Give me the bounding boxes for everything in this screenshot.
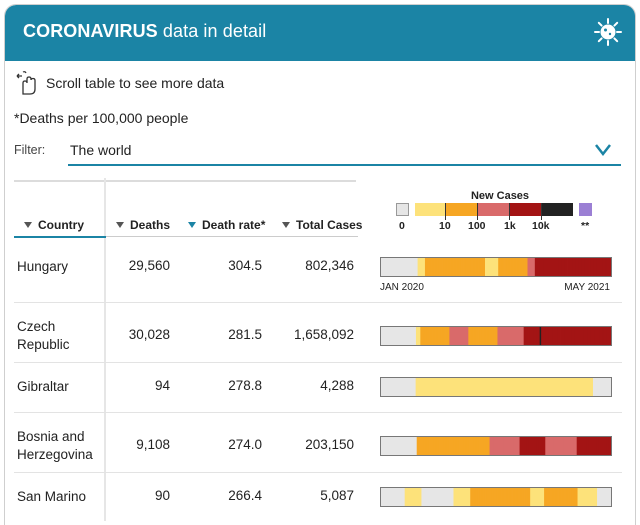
total-cases-value: 1,658,092	[293, 327, 354, 342]
deaths-value: 9,108	[136, 437, 170, 452]
country-name: Hungary	[17, 259, 69, 274]
total-cases-value: 4,288	[320, 378, 354, 393]
legend-swatch-low	[415, 203, 445, 216]
scroll-hint-text: Scroll table to see more data	[46, 75, 225, 91]
row-divider	[14, 302, 622, 303]
row-divider	[14, 362, 622, 363]
column-header-death-rate[interactable]: Death rate*	[188, 218, 265, 232]
timeline-end-label: MAY 2021	[564, 282, 610, 293]
sticky-column-divider	[104, 178, 106, 521]
swipe-hand-icon	[16, 71, 36, 95]
new-cases-strip	[380, 257, 612, 277]
total-cases-value: 5,087	[320, 488, 354, 503]
country-name: Bosnia and Herzegovina	[17, 429, 93, 462]
legend-label: **	[581, 220, 590, 232]
panel-title: CORONAVIRUS data in detail	[23, 21, 267, 41]
legend-swatch-top	[541, 203, 573, 216]
new-cases-strip	[380, 326, 612, 346]
country-name: Czech Republic	[17, 319, 70, 352]
column-header-deaths[interactable]: Deaths	[116, 218, 170, 232]
filter-dropdown[interactable]: The world	[68, 138, 621, 166]
row-divider	[14, 412, 622, 413]
legend-tick	[541, 203, 542, 220]
deaths-value: 29,560	[128, 258, 170, 273]
timeline-start-label: JAN 2020	[380, 282, 424, 293]
country-name: Gibraltar	[17, 379, 69, 394]
total-cases-value: 802,346	[305, 258, 354, 273]
virus-icon	[594, 18, 622, 46]
legend-title: New Cases	[470, 190, 530, 202]
divider	[14, 180, 104, 182]
sort-arrow-icon	[282, 222, 290, 228]
header-underline	[106, 236, 358, 237]
new-cases-strip	[380, 487, 612, 507]
legend-label: 1k	[504, 220, 516, 232]
legend-label: 100	[468, 220, 486, 232]
filter-value: The world	[70, 142, 132, 158]
header-underline	[14, 236, 106, 238]
death-rate-value: 304.5	[228, 258, 262, 273]
total-cases-value: 203,150	[305, 437, 354, 452]
divider	[106, 180, 356, 182]
legend-tick	[509, 203, 510, 220]
legend-label: 10	[439, 220, 451, 232]
deaths-value: 94	[154, 378, 170, 393]
legend-tick	[445, 203, 446, 220]
panel-header: CORONAVIRUS data in detail	[5, 5, 635, 61]
legend-swatch-na	[579, 203, 592, 216]
legend-swatch-mid	[445, 203, 477, 216]
sort-arrow-icon	[24, 222, 32, 228]
legend-label: 0	[399, 220, 405, 232]
footnote: *Deaths per 100,000 people	[14, 110, 189, 126]
legend-swatch-high	[477, 203, 509, 216]
column-header-total-cases[interactable]: Total Cases	[282, 218, 362, 232]
chevron-down-icon	[595, 144, 611, 157]
deaths-value: 30,028	[128, 327, 170, 342]
sort-arrow-icon	[188, 222, 196, 228]
new-cases-strip	[380, 377, 612, 397]
sort-arrow-icon	[116, 222, 124, 228]
scroll-hint: Scroll table to see more data	[14, 68, 224, 98]
death-rate-value: 274.0	[228, 437, 262, 452]
death-rate-value: 281.5	[228, 327, 262, 342]
deaths-value: 90	[154, 488, 170, 503]
row-divider	[14, 472, 622, 473]
filter-label: Filter:	[14, 143, 46, 157]
country-name: San Marino	[17, 489, 87, 504]
new-cases-strip	[380, 436, 612, 456]
legend-swatch-vhigh	[509, 203, 541, 216]
death-rate-value: 278.8	[228, 378, 262, 393]
legend-tick	[477, 203, 478, 220]
death-rate-value: 266.4	[228, 488, 262, 503]
legend-swatch-zero	[396, 203, 409, 216]
legend-label: 10k	[532, 220, 550, 232]
column-header-country[interactable]: Country	[24, 218, 84, 232]
